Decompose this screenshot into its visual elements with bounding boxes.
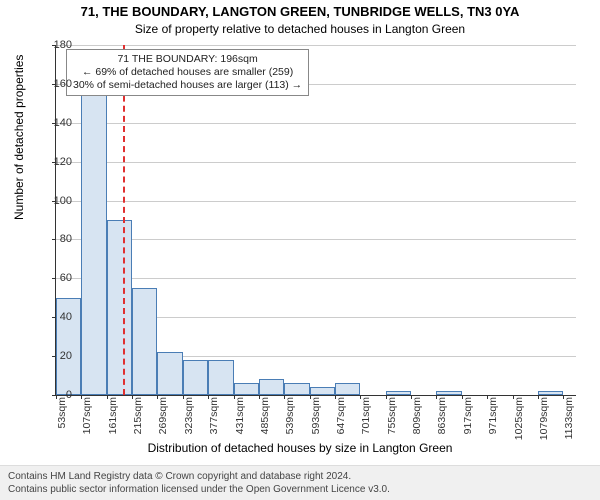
chart-title-address: 71, THE BOUNDARY, LANGTON GREEN, TUNBRID… bbox=[0, 4, 600, 19]
ytick-label: 100 bbox=[42, 195, 72, 207]
ytick-label: 60 bbox=[42, 272, 72, 284]
ytick-label: 20 bbox=[42, 350, 72, 362]
histogram-bar bbox=[157, 352, 182, 395]
histogram-bar bbox=[208, 360, 233, 395]
ytick-label: 80 bbox=[42, 233, 72, 245]
histogram-bar bbox=[259, 379, 284, 395]
annotation-box: 71 THE BOUNDARY: 196sqm← 69% of detached… bbox=[66, 49, 309, 96]
ytick-label: 40 bbox=[42, 311, 72, 323]
gridline bbox=[56, 201, 576, 202]
annotation-line: 30% of semi-detached houses are larger (… bbox=[73, 79, 302, 92]
gridline bbox=[56, 239, 576, 240]
ytick-label: 140 bbox=[42, 117, 72, 129]
ytick-label: 160 bbox=[42, 78, 72, 90]
histogram-bar bbox=[81, 84, 106, 395]
gridline bbox=[56, 278, 576, 279]
histogram-bar bbox=[436, 391, 461, 395]
annotation-line: ← 69% of detached houses are smaller (25… bbox=[73, 66, 302, 79]
y-axis-label: Number of detached properties bbox=[12, 55, 26, 220]
histogram-bar bbox=[335, 383, 360, 395]
footer-line-2: Contains public sector information licen… bbox=[8, 483, 592, 496]
histogram-bar bbox=[310, 387, 335, 395]
histogram-plot-area: 71 THE BOUNDARY: 196sqm← 69% of detached… bbox=[55, 45, 576, 396]
gridline bbox=[56, 123, 576, 124]
gridline bbox=[56, 162, 576, 163]
ytick-label: 120 bbox=[42, 156, 72, 168]
footer-line-1: Contains HM Land Registry data © Crown c… bbox=[8, 470, 592, 483]
histogram-bar bbox=[538, 391, 563, 395]
reference-line bbox=[123, 45, 125, 395]
gridline bbox=[56, 45, 576, 46]
histogram-bar bbox=[107, 220, 132, 395]
chart-subtitle: Size of property relative to detached ho… bbox=[0, 22, 600, 36]
x-axis-label: Distribution of detached houses by size … bbox=[0, 441, 600, 455]
histogram-bar bbox=[386, 391, 411, 395]
histogram-bar bbox=[234, 383, 259, 395]
ytick-label: 180 bbox=[42, 39, 72, 51]
annotation-line: 71 THE BOUNDARY: 196sqm bbox=[73, 53, 302, 66]
ytick-label: 0 bbox=[42, 389, 72, 401]
histogram-bar bbox=[132, 288, 157, 395]
footer-attribution: Contains HM Land Registry data © Crown c… bbox=[0, 465, 600, 500]
histogram-bar bbox=[183, 360, 208, 395]
histogram-bar bbox=[284, 383, 309, 395]
